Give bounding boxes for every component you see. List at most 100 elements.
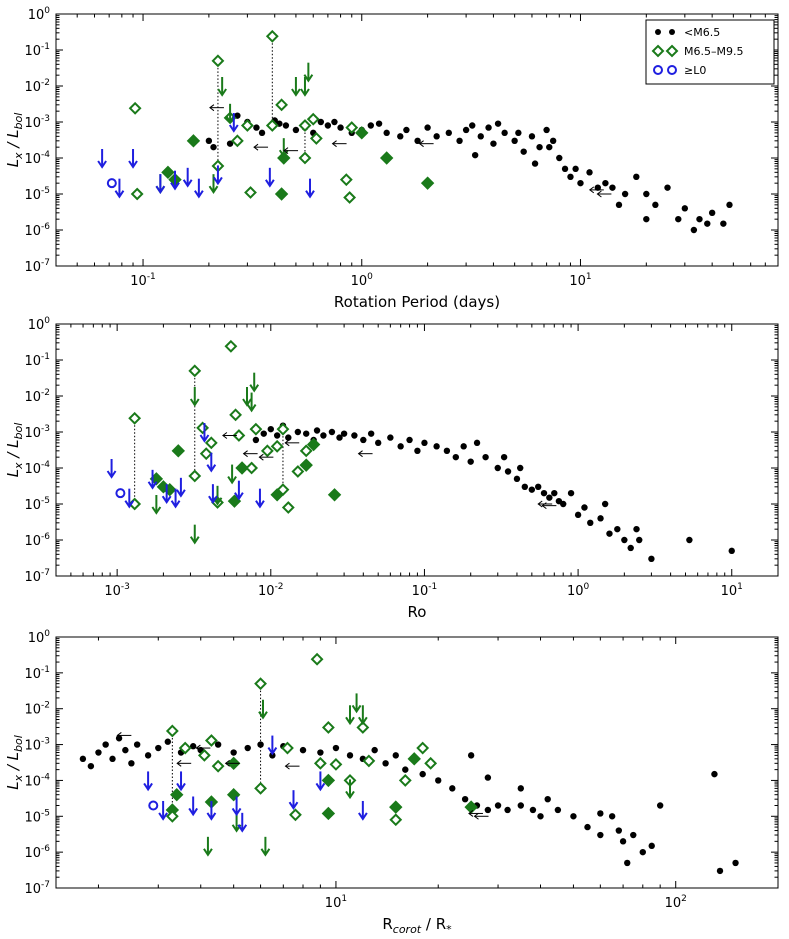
data-point-dot [528, 133, 536, 140]
data-point-dot [549, 137, 557, 145]
data-point-diamond-filled [186, 134, 201, 148]
data-point-diamond-filled [277, 151, 291, 165]
data-point-dot [406, 436, 413, 444]
data-point-dot [392, 752, 399, 759]
data-point-dot [484, 806, 492, 814]
data-point-diamond-open [424, 756, 438, 770]
data-point-circle-open [115, 488, 126, 499]
upper-limit-arrow [170, 488, 181, 509]
data-point-diamond-open [276, 422, 290, 436]
x-tick-label: 100 [351, 272, 374, 289]
data-point-diamond-open [281, 741, 294, 755]
left-arrow [253, 143, 269, 151]
data-point-diamond-open [270, 439, 284, 453]
data-point-diamond-filled [171, 444, 185, 458]
y-axis-label: Lx / Lbol [4, 423, 25, 478]
data-point-dot [517, 785, 525, 792]
data-point-dot [543, 126, 550, 134]
left-arrow [418, 140, 434, 148]
upper-limit-arrow [194, 178, 204, 199]
upper-limit-arrow [147, 469, 158, 490]
upper-limit-arrow [358, 705, 368, 726]
data-point-diamond-open [356, 721, 370, 734]
data-point-dot [501, 129, 508, 137]
data-point-dot [258, 129, 266, 137]
data-point-diamond-filled [420, 176, 435, 190]
data-point-diamond-filled [306, 437, 321, 452]
data-point-dot [471, 151, 479, 159]
data-point-dot [515, 129, 522, 137]
data-point-dot [387, 434, 394, 441]
data-point-dot [528, 486, 536, 493]
data-point-dot [686, 536, 693, 544]
upper-limit-arrow [213, 165, 223, 186]
left-arrow [224, 759, 240, 767]
data-point-circle-open [106, 178, 117, 189]
data-point-dot [331, 118, 338, 126]
data-point-dot [716, 867, 724, 875]
data-point-dot [87, 762, 95, 770]
chart-panel-3: 101 102 10-7 10-6 10-5 10-4 10-3 10-2 10-1 100 Lx … [4, 629, 779, 936]
upper-limit-arrow [206, 800, 217, 821]
upper-limit-arrow [255, 488, 265, 509]
data-point-dot [648, 842, 655, 850]
y-tick-label: 10-2 [24, 701, 50, 718]
data-point-dot [320, 432, 327, 439]
upper-limit-arrow [225, 103, 235, 124]
y-tick-label: 10-2 [24, 78, 50, 95]
left-arrow [116, 732, 132, 739]
plot-area [106, 339, 735, 563]
data-point-dot [621, 536, 628, 544]
left-arrow [588, 186, 604, 194]
data-point-dot [544, 795, 551, 803]
data-point-dot [210, 143, 217, 151]
upper-limit-arrow [300, 77, 310, 97]
left-arrow [283, 147, 299, 155]
x-tick-label: 101 [325, 894, 347, 911]
data-point-dot [226, 140, 234, 147]
data-point-dot [581, 504, 588, 511]
data-point-dot [511, 137, 518, 145]
data-point-dot [517, 802, 525, 809]
data-point-dot [402, 766, 409, 773]
data-point-dot [609, 184, 616, 191]
data-point-dot [577, 179, 584, 187]
data-point-diamond-open [224, 339, 238, 353]
data-point-diamond-open [275, 98, 289, 112]
data-point-dot [615, 827, 623, 834]
data-point-dot [257, 741, 264, 748]
data-point-dot [317, 118, 325, 126]
legend-marker [655, 29, 661, 35]
left-arrow [176, 759, 192, 767]
data-point-diamond-open [398, 774, 412, 787]
data-point-dot [696, 215, 703, 223]
data-point-dot [584, 823, 591, 831]
data-point-diamond-open [229, 408, 243, 422]
data-point-dot [424, 124, 431, 131]
upper-limit-arrow [246, 392, 257, 413]
data-point-diamond-open [232, 429, 246, 442]
y-tick-label: 10-1 [24, 352, 50, 369]
data-point-dot [675, 215, 682, 223]
data-point-diamond-open [188, 364, 202, 378]
data-point-diamond-open [389, 813, 403, 827]
upper-limit-arrow [128, 149, 138, 169]
data-point-dot [494, 464, 501, 472]
data-point-dot [460, 443, 467, 450]
data-point-dot [633, 525, 640, 533]
data-point-diamond-open [265, 29, 279, 43]
legend-label: ≥L0 [684, 64, 706, 77]
data-point-dot [554, 806, 562, 814]
data-point-dot [720, 220, 727, 227]
data-point-dot [572, 165, 579, 173]
data-point-dot [535, 483, 542, 491]
data-point-dot [485, 124, 492, 131]
data-point-dot [346, 752, 354, 759]
data-point-dot [383, 129, 390, 137]
data-point-diamond-open [309, 131, 323, 145]
data-point-dot [621, 190, 629, 198]
data-point-diamond-open [291, 465, 305, 478]
upper-limit-arrow [189, 387, 200, 407]
data-point-dot [614, 525, 621, 533]
data-point-diamond-open [211, 759, 225, 773]
